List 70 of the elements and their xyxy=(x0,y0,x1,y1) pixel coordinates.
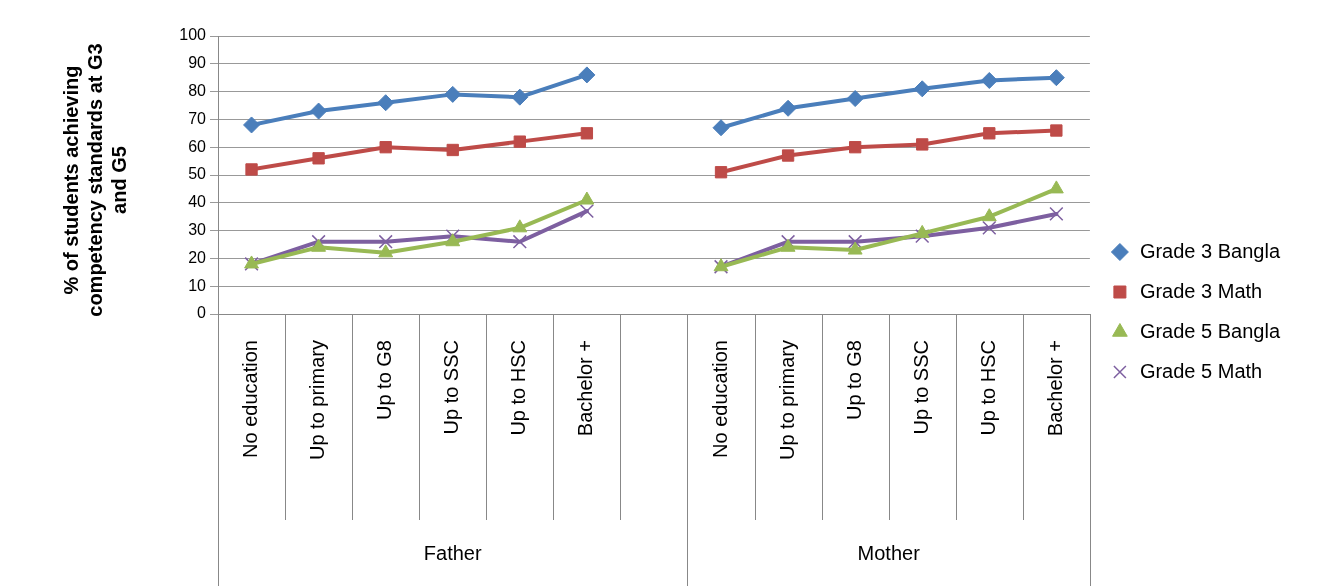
y-tick-label: 10 xyxy=(188,276,207,294)
point xyxy=(243,116,261,134)
x-tick-label: Up to HSC xyxy=(976,340,999,436)
point xyxy=(983,127,996,140)
point xyxy=(846,90,864,108)
point xyxy=(982,220,997,235)
point xyxy=(916,138,929,151)
text: Father xyxy=(423,541,482,564)
point xyxy=(379,141,392,154)
x-tick-label: Up to G8 xyxy=(373,340,396,421)
x-tick-label: Up to SSC xyxy=(909,340,932,435)
x-tick-label: Up to SSC xyxy=(440,340,463,435)
point xyxy=(579,204,594,219)
point xyxy=(847,241,863,255)
legend-label: Grade 3 Bangla xyxy=(1139,239,1281,262)
text: Mother xyxy=(857,541,921,564)
point xyxy=(445,233,461,247)
y-tick-label: 70 xyxy=(188,109,207,127)
point xyxy=(311,238,327,252)
point xyxy=(1048,180,1064,194)
point xyxy=(512,219,528,233)
x-tick-label: No education xyxy=(708,340,731,458)
point xyxy=(378,234,393,249)
point xyxy=(580,127,594,140)
point xyxy=(578,66,596,84)
point xyxy=(512,234,527,249)
point xyxy=(511,88,529,106)
point xyxy=(780,234,796,249)
legend-label: Grade 5 Bangla xyxy=(1139,319,1281,342)
point xyxy=(779,99,797,117)
y-tick-label: 80 xyxy=(188,82,207,100)
y-tick-label: 30 xyxy=(188,221,207,239)
y-tick-label: 20 xyxy=(188,248,207,266)
point xyxy=(378,244,394,258)
x-tick-label: Bachelor + xyxy=(1043,340,1066,437)
y-tick-label: 100 xyxy=(179,26,207,44)
legend-label: Grade 3 Math xyxy=(1139,279,1263,302)
x-tick-label: Up to G8 xyxy=(842,340,865,421)
x-tick-label: No education xyxy=(239,340,262,458)
point xyxy=(848,234,863,249)
point xyxy=(245,163,258,176)
point xyxy=(780,238,796,252)
x-tick-label: Bachelor + xyxy=(574,340,597,437)
point xyxy=(712,119,730,137)
point xyxy=(579,191,595,205)
point xyxy=(714,166,728,179)
y-tick-label: 50 xyxy=(188,165,207,183)
y-axis-title: % of students achieving competency standards at G3 and G5 xyxy=(59,42,131,319)
point xyxy=(914,224,930,238)
point xyxy=(849,141,862,154)
y-tick-label: 40 xyxy=(188,193,207,211)
x-tick-label: Up to primary xyxy=(306,340,329,461)
point xyxy=(312,152,325,165)
y-tick-label: 60 xyxy=(188,137,207,155)
point xyxy=(1050,124,1063,137)
point xyxy=(377,94,395,112)
x-tick-label: Up to primary xyxy=(775,340,798,461)
y-tick-label: 90 xyxy=(188,54,207,72)
point xyxy=(513,135,526,148)
y-tick-label: 0 xyxy=(197,304,207,322)
point xyxy=(781,149,795,162)
point xyxy=(1049,206,1064,222)
point xyxy=(981,208,997,222)
point xyxy=(913,80,931,98)
x-tick-label: Up to HSC xyxy=(507,340,530,436)
point xyxy=(980,71,998,89)
point xyxy=(310,102,328,120)
point xyxy=(446,143,459,157)
legend-label: Grade 5 Math xyxy=(1139,359,1263,382)
point xyxy=(444,85,462,103)
